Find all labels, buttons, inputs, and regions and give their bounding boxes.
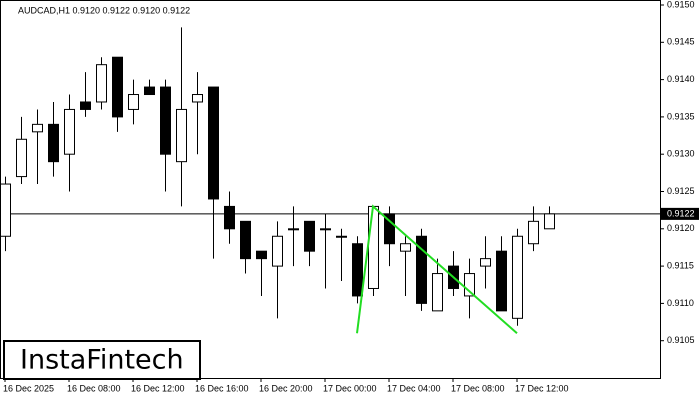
y-tick-label: 0.9125	[667, 186, 695, 196]
x-tick-label: 16 Dec 08:00	[67, 383, 121, 393]
candle-body	[512, 235, 523, 319]
candle-body	[64, 108, 75, 155]
y-tick-label: 0.9115	[667, 260, 694, 270]
candle-body	[0, 183, 11, 237]
chart-title: AUDCAD,H1 0.9120 0.9122 0.9120 0.9122	[18, 5, 190, 15]
candle-body	[144, 86, 155, 96]
candle-body	[288, 228, 299, 231]
candle-body	[16, 138, 27, 178]
candle-body	[32, 123, 43, 133]
x-tick-label: 16 Dec 16:00	[195, 383, 249, 393]
candle-body	[224, 205, 235, 230]
candle-body	[160, 86, 171, 155]
candle-body	[384, 213, 395, 245]
price-tag	[661, 207, 699, 220]
pattern-line	[356, 204, 518, 334]
candle-body	[192, 94, 203, 103]
x-tick-label: 17 Dec 08:00	[451, 383, 505, 393]
candle-body	[272, 235, 283, 267]
y-tick-label: 0.9135	[667, 111, 695, 121]
x-tick-label: 16 Dec 2025	[3, 383, 54, 393]
candle-body	[336, 235, 347, 238]
y-tick-label: 0.9110	[667, 298, 694, 308]
logo: InstaFintech	[20, 345, 184, 376]
y-tick-label: 0.9140	[667, 74, 695, 84]
x-tick-label: 16 Dec 12:00	[131, 383, 185, 393]
y-tick-label: 0.9105	[667, 335, 695, 345]
candle-body	[256, 250, 267, 260]
plot-frame	[0, 0, 661, 379]
candle-body	[320, 228, 331, 231]
y-tick-label: 0.9145	[667, 37, 695, 47]
x-tick-label: 16 Dec 20:00	[259, 383, 313, 393]
candle-body	[432, 273, 443, 312]
candle-body	[352, 243, 363, 297]
candle-body	[480, 258, 491, 267]
candle-body	[112, 56, 123, 118]
y-tick-label: 0.9120	[667, 223, 695, 233]
candle-body	[464, 273, 475, 297]
candle-body	[208, 86, 219, 200]
candle-body	[496, 250, 507, 312]
candle-body	[528, 220, 539, 245]
candle-body	[128, 94, 139, 110]
candle-body	[96, 64, 107, 103]
candle-body	[176, 108, 187, 163]
x-tick-label: 17 Dec 04:00	[387, 383, 441, 393]
candle-body	[48, 123, 59, 163]
x-tick-label: 17 Dec 00:00	[323, 383, 377, 393]
candle-body	[368, 205, 379, 289]
candle-body	[80, 101, 91, 110]
candle-body	[416, 235, 427, 304]
y-tick-label: 0.9150	[667, 0, 695, 9]
candle-body	[304, 220, 315, 252]
logo-box	[3, 340, 201, 380]
x-tick-label: 17 Dec 12:00	[515, 383, 569, 393]
y-tick-label: 0.9130	[667, 149, 695, 159]
price-label: 0.9122	[667, 208, 695, 218]
candle-body	[544, 213, 555, 230]
candle-body	[400, 243, 411, 252]
candle-body	[240, 220, 251, 260]
